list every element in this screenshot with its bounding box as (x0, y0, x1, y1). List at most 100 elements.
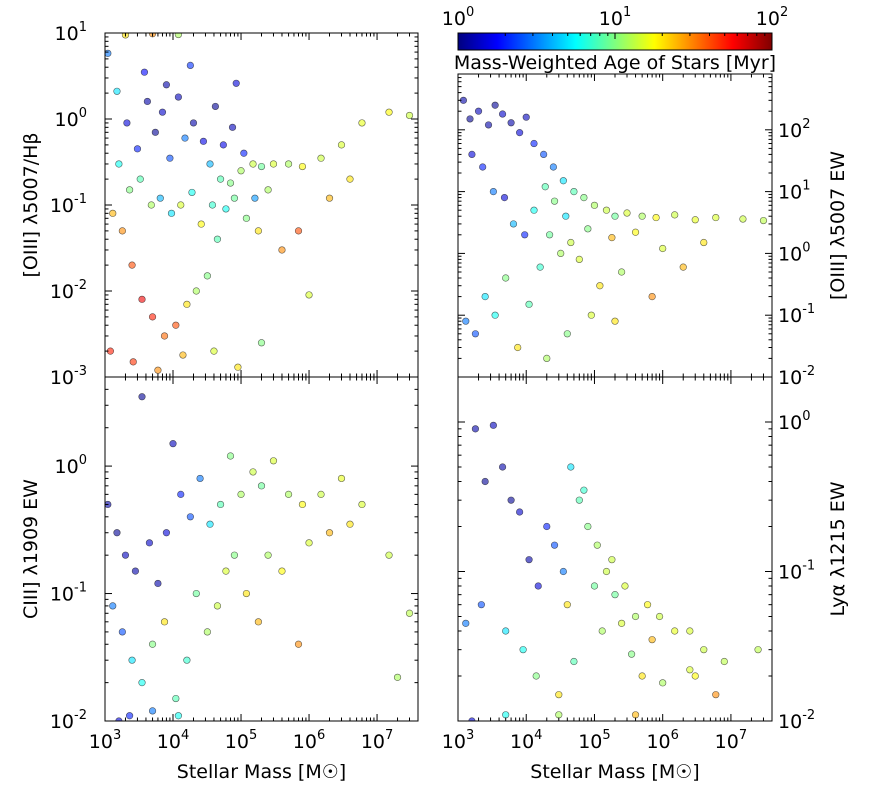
scatter-point (534, 582, 542, 590)
y-tick-label: 10-1 (50, 581, 87, 606)
scatter-point (237, 490, 245, 498)
scatter-point (498, 110, 507, 118)
scatter-point (514, 343, 522, 352)
scatter-point (138, 679, 146, 687)
scatter-point (232, 79, 240, 87)
scatter-point (254, 227, 262, 235)
scatter-point (160, 618, 169, 626)
scatter-point (158, 108, 167, 116)
scatter-point (216, 175, 225, 183)
scatter-point (532, 672, 540, 680)
x-tick-label: 105 (578, 728, 610, 753)
scatter-point (230, 551, 239, 559)
scatter-point (652, 213, 660, 222)
scatter-point (160, 332, 169, 340)
scatter-point (278, 567, 286, 575)
scatter-point (522, 113, 530, 121)
scatter-point (254, 618, 262, 626)
y-tick-label: 10-2 (778, 708, 815, 733)
scatter-point (174, 712, 182, 720)
y-tick-label: 100 (55, 453, 87, 478)
y-tick-label: 10-1 (778, 302, 815, 327)
scatter-points (105, 33, 414, 374)
scatter-point (491, 311, 499, 319)
scatter-point (337, 474, 346, 483)
scatter-points (459, 96, 768, 362)
scatter-point (115, 160, 123, 168)
scatter-point (216, 500, 225, 509)
scatter-point (474, 107, 483, 115)
scatter-point (570, 188, 578, 196)
scatter-point (317, 154, 325, 162)
scatter-point (477, 601, 485, 609)
scatter-point (627, 650, 636, 658)
scatter-point (242, 214, 251, 222)
scatter-point (174, 93, 182, 101)
scatter-point (590, 201, 599, 209)
scatter-point (206, 520, 214, 528)
scatter-point (196, 474, 204, 483)
scatter-point (203, 272, 211, 280)
y-tick-label: 100 (55, 106, 87, 131)
scatter-point (638, 672, 646, 680)
y-tick-label: 100 (778, 409, 810, 434)
scatter-point (203, 628, 211, 636)
y-axis-label: CIII] λ1909 EW (20, 479, 42, 619)
scatter-point (509, 220, 518, 228)
scatter-point (405, 609, 414, 617)
scatter-point (491, 101, 499, 109)
scatter-point (618, 268, 626, 276)
scatter-point (462, 619, 470, 627)
scatter-point (249, 160, 257, 168)
scatter-point (643, 601, 652, 609)
scatter-point (507, 496, 515, 504)
scatter-point (264, 186, 272, 194)
scatter-point (172, 321, 180, 329)
scatter-point (468, 717, 476, 721)
scatter-point (559, 567, 567, 576)
scatter-point (648, 636, 656, 644)
scatter-point (621, 582, 629, 590)
panel-ciii-ew: 103 104 105 106 107 Stellar Mass [M☉] 10-2 10-1… (20, 376, 419, 783)
scatter-point (618, 619, 626, 627)
scatter-point (192, 589, 200, 598)
scatter-point (269, 457, 278, 465)
scatter-point (691, 216, 699, 224)
scatter-point (502, 711, 510, 719)
scatter-point (587, 311, 595, 319)
scatter-point (525, 300, 533, 308)
scatter-point (602, 206, 611, 214)
scatter-point (502, 274, 510, 282)
scatter-point (562, 212, 570, 220)
scatter-point (213, 235, 222, 243)
scatter-point (516, 129, 524, 137)
x-tick-label: 103 (442, 728, 474, 753)
scatter-point (208, 201, 217, 209)
scatter-point (264, 551, 272, 559)
scatter-point (580, 193, 588, 202)
scatter-point (484, 121, 493, 129)
scatter-point (317, 490, 325, 498)
scatter-point (393, 673, 402, 681)
scatter-point (284, 490, 293, 498)
x-tick-label: 105 (225, 728, 257, 753)
scatter-point (325, 529, 334, 537)
scatter-point (557, 249, 565, 258)
scatter-point (659, 679, 667, 687)
y-axis-label: [OIII] λ5007 EW (827, 151, 849, 300)
colorbar: 100 101 102 Mass-Weighted Age of Stars [My… (442, 5, 788, 74)
scatter-point (183, 656, 191, 664)
scatter-point (188, 188, 196, 197)
scatter-point (686, 666, 694, 674)
x-axis-label: Stellar Mass [M☉] (177, 761, 346, 783)
x-tick-label: 104 (157, 728, 189, 753)
scatter-point (567, 463, 575, 471)
scatter-point (126, 186, 134, 194)
axes-frame (457, 376, 773, 722)
scatter-point (525, 556, 533, 564)
scatter-point (720, 657, 728, 666)
scatter-point (598, 627, 606, 635)
axes-frame (104, 376, 419, 722)
scatter-point (536, 263, 544, 271)
